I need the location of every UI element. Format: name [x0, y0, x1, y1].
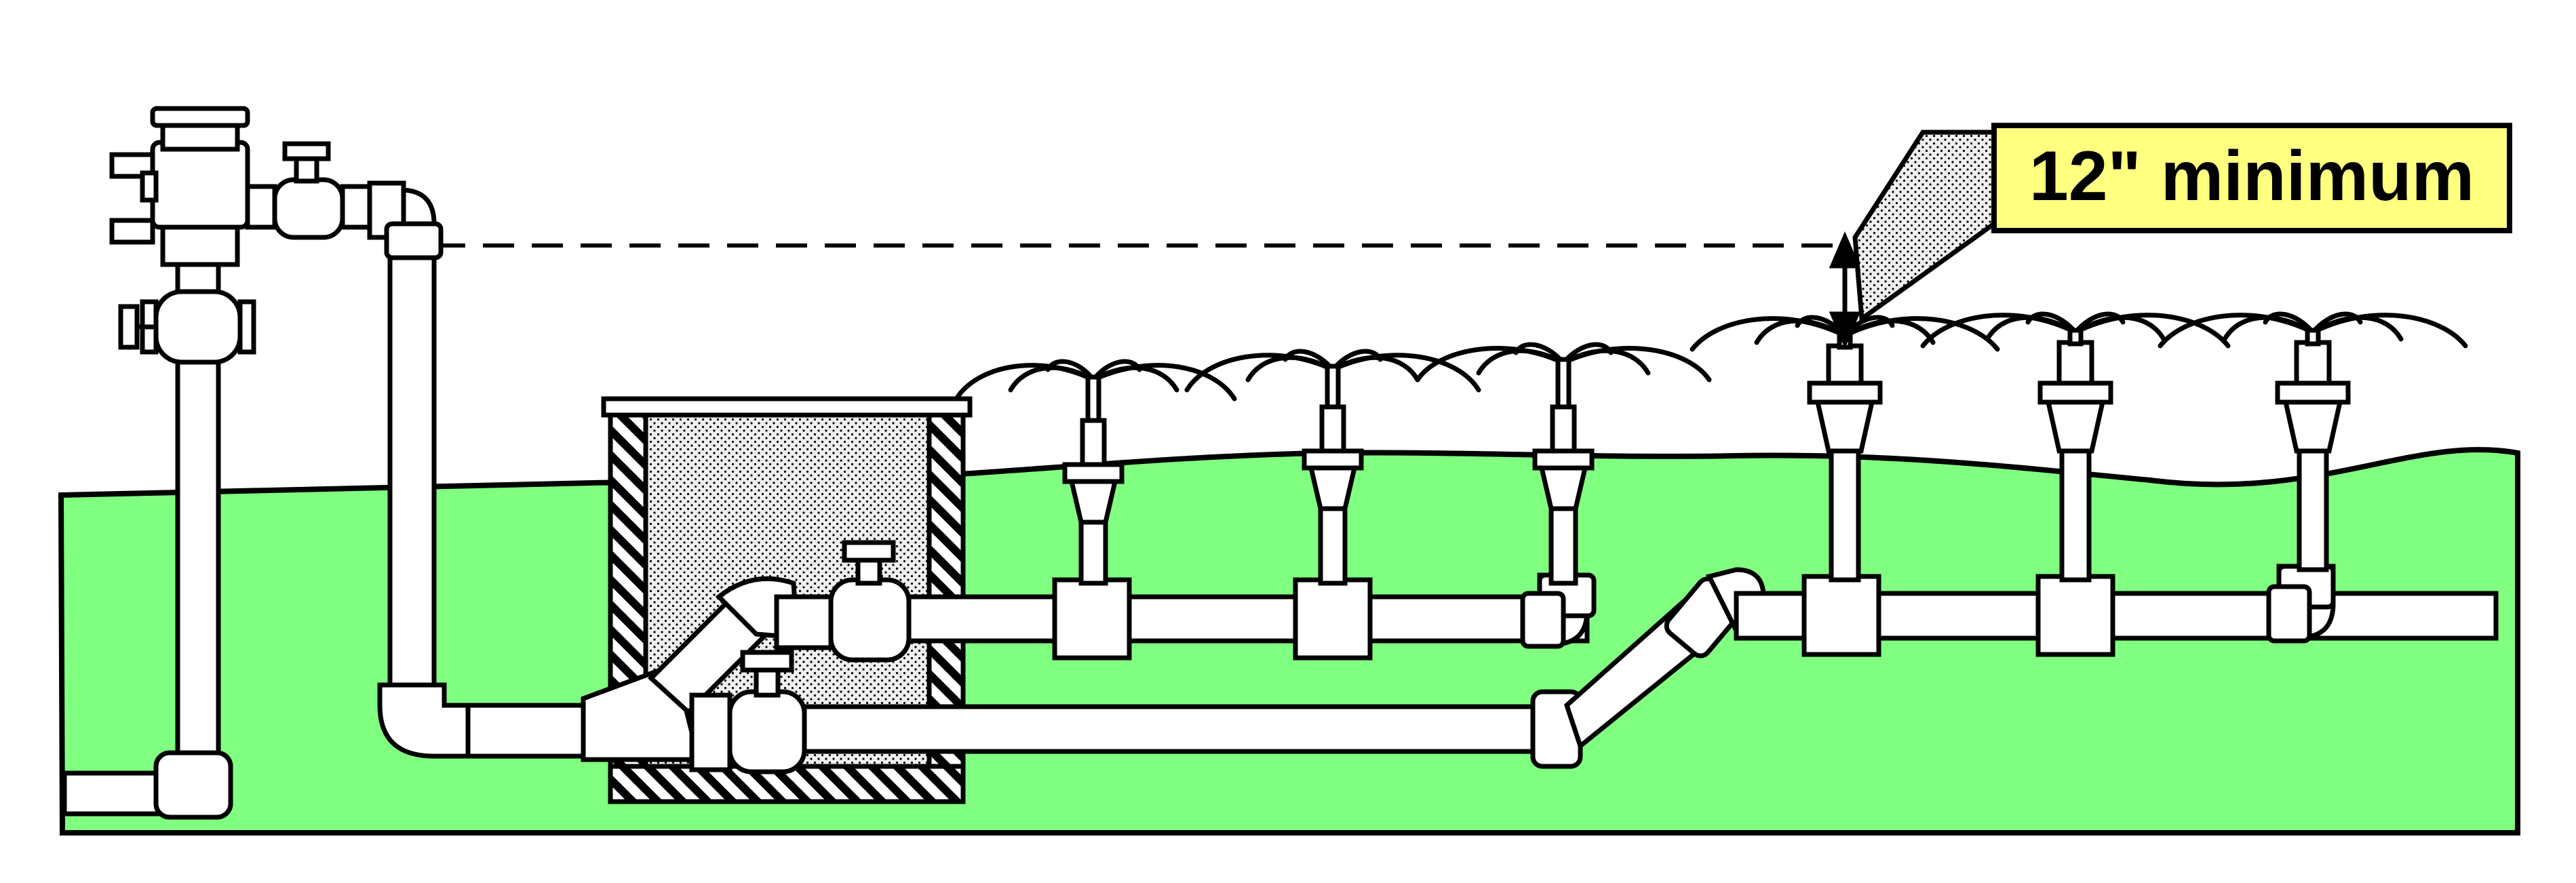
upper-lateral-pipe: [906, 572, 1597, 661]
callout-box: 12" minimum: [1991, 123, 2512, 233]
lower-lateral-pipe: [802, 564, 2499, 769]
valve-manifold: [581, 540, 912, 774]
sprinkler-head: [1062, 374, 1125, 586]
sprinkler-head: [1532, 357, 1595, 586]
callout-leader: [1852, 130, 1997, 323]
spray-pattern: [954, 311, 2468, 401]
supply-pipe: [377, 255, 593, 759]
sprinkler-heads: [1062, 328, 2351, 586]
dimension-arrow: [1829, 231, 1861, 349]
sprinkler-head: [2275, 328, 2351, 572]
sprinkler-head: [1302, 364, 1364, 586]
sprinkler-head: [1807, 331, 1883, 583]
callout-label: 12" minimum: [2029, 137, 2474, 216]
backflow-preventer: [62, 106, 444, 820]
sprinkler-head: [2037, 328, 2113, 583]
